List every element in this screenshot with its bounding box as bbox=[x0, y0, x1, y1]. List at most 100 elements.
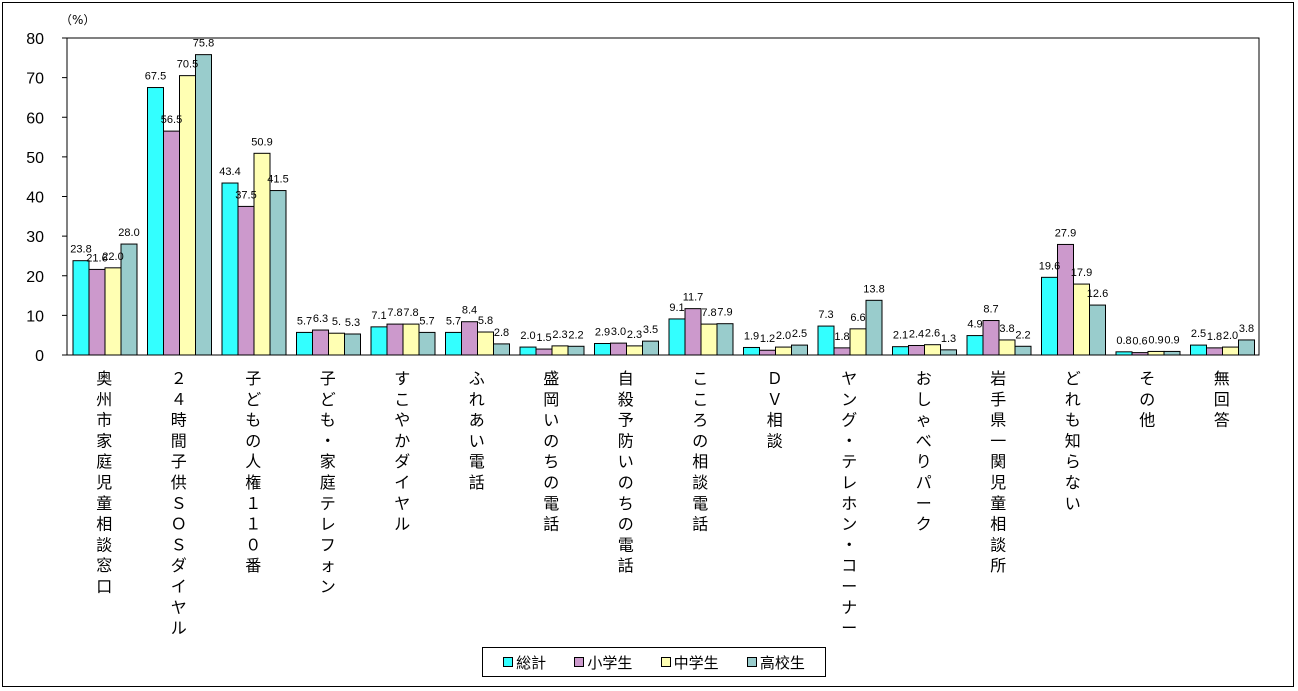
legend-swatch-elementary bbox=[574, 657, 585, 667]
category-label-char: 関 bbox=[990, 452, 1006, 471]
y-tick-label: 50 bbox=[26, 150, 44, 167]
category-label-char: 相 bbox=[96, 515, 112, 534]
data-label: 1.9 bbox=[744, 330, 759, 342]
category-label-char: テ bbox=[320, 494, 336, 513]
category-label-char: す bbox=[394, 369, 410, 388]
bar bbox=[195, 54, 212, 356]
category-label-char: 知 bbox=[1065, 431, 1081, 450]
category-label-char: 相 bbox=[692, 452, 708, 471]
data-label: 6.3 bbox=[313, 313, 328, 325]
category-label-char: ク bbox=[916, 515, 932, 534]
bar bbox=[386, 323, 404, 356]
data-label: 5.7 bbox=[419, 315, 434, 327]
category-label-char: し bbox=[916, 390, 932, 409]
y-tick-label: 60 bbox=[26, 110, 44, 127]
data-label: 1.3 bbox=[941, 333, 956, 345]
legend-label-elementary: 小学生 bbox=[587, 653, 633, 672]
category-label-char: 間 bbox=[171, 431, 187, 450]
data-label: 27.9 bbox=[1055, 227, 1076, 239]
bar bbox=[865, 299, 883, 356]
data-label: 2.3 bbox=[552, 329, 567, 341]
category-label-char: の bbox=[245, 431, 261, 450]
bar bbox=[370, 326, 388, 356]
category-label-char: 話 bbox=[618, 556, 634, 575]
category-label-char: 話 bbox=[543, 515, 559, 534]
bar bbox=[418, 331, 436, 356]
bar bbox=[1222, 346, 1239, 356]
bar bbox=[120, 243, 138, 356]
category-label-char: ・ bbox=[841, 431, 857, 450]
bar bbox=[104, 267, 122, 356]
data-label: 1.8 bbox=[1207, 331, 1222, 343]
bar bbox=[72, 260, 90, 356]
bar bbox=[716, 323, 734, 356]
category-label-char: ン bbox=[320, 577, 336, 596]
data-label: 2.5 bbox=[1191, 328, 1206, 340]
bar bbox=[1206, 347, 1223, 356]
category-label-char: ・ bbox=[320, 431, 336, 450]
data-label: 0.9 bbox=[1148, 334, 1163, 346]
bar bbox=[551, 345, 569, 356]
bar bbox=[1089, 304, 1106, 356]
data-label: 1.2 bbox=[760, 333, 775, 345]
y-tick-label: 20 bbox=[26, 269, 44, 286]
category-label-char: 児 bbox=[96, 473, 112, 492]
category-label-char: ル bbox=[171, 619, 187, 638]
category-label-char: レ bbox=[320, 515, 336, 534]
data-label: 2.1 bbox=[893, 330, 908, 342]
category-label-char: ン bbox=[841, 515, 857, 534]
data-label: 7.8 bbox=[403, 307, 418, 319]
category-label-char: １ bbox=[245, 494, 261, 513]
category-label-char: ど bbox=[1065, 369, 1081, 388]
data-label: 7.9 bbox=[717, 307, 732, 319]
data-label: 2.6 bbox=[925, 328, 940, 340]
bar bbox=[924, 344, 941, 356]
category-label-char: 一 bbox=[990, 431, 1006, 450]
data-label: 7.8 bbox=[387, 307, 402, 319]
bar bbox=[312, 329, 329, 356]
category-label-char: 談 bbox=[767, 431, 783, 450]
category-label-char: 市 bbox=[96, 411, 112, 430]
category-label-char: ー bbox=[841, 619, 857, 638]
category-label-char: や bbox=[394, 411, 410, 430]
category-label-char: い bbox=[469, 431, 485, 450]
category-label-char: 童 bbox=[96, 494, 112, 513]
bar bbox=[269, 190, 287, 356]
bar bbox=[998, 339, 1016, 356]
data-label: 3.8 bbox=[1239, 323, 1254, 335]
bar bbox=[594, 343, 611, 356]
category-label-char: 権 bbox=[245, 473, 261, 492]
category-label-char: 子 bbox=[320, 369, 336, 388]
category-label: 無回答 bbox=[1214, 369, 1230, 430]
category-label-char: ゃ bbox=[916, 411, 932, 430]
bar bbox=[610, 342, 627, 356]
data-label: 67.5 bbox=[145, 71, 166, 83]
category-label-char: ホ bbox=[841, 494, 857, 513]
data-label: 2.3 bbox=[627, 329, 642, 341]
data-label: 3.8 bbox=[999, 323, 1014, 335]
data-label: 2.0 bbox=[776, 330, 791, 342]
data-label: 37.5 bbox=[235, 189, 256, 201]
bar bbox=[966, 335, 984, 356]
y-tick-label: 70 bbox=[26, 71, 44, 88]
data-label: 0.9 bbox=[1164, 334, 1179, 346]
y-tick-label: 80 bbox=[26, 31, 44, 48]
data-label: 7.1 bbox=[371, 310, 386, 322]
bars-group bbox=[72, 54, 1255, 356]
category-label-char: 子 bbox=[171, 452, 187, 471]
category-label-char: れ bbox=[469, 390, 485, 409]
category-label-char: こ bbox=[394, 390, 410, 409]
category-label-char: 人 bbox=[245, 452, 261, 471]
category-label-char: 電 bbox=[618, 535, 634, 554]
bar bbox=[626, 345, 643, 356]
legend-item-elementary: 小学生 bbox=[574, 652, 632, 673]
y-tick-label: 30 bbox=[26, 229, 44, 246]
legend-label-high-school: 高校生 bbox=[759, 653, 805, 672]
category-label-char: 話 bbox=[469, 473, 485, 492]
